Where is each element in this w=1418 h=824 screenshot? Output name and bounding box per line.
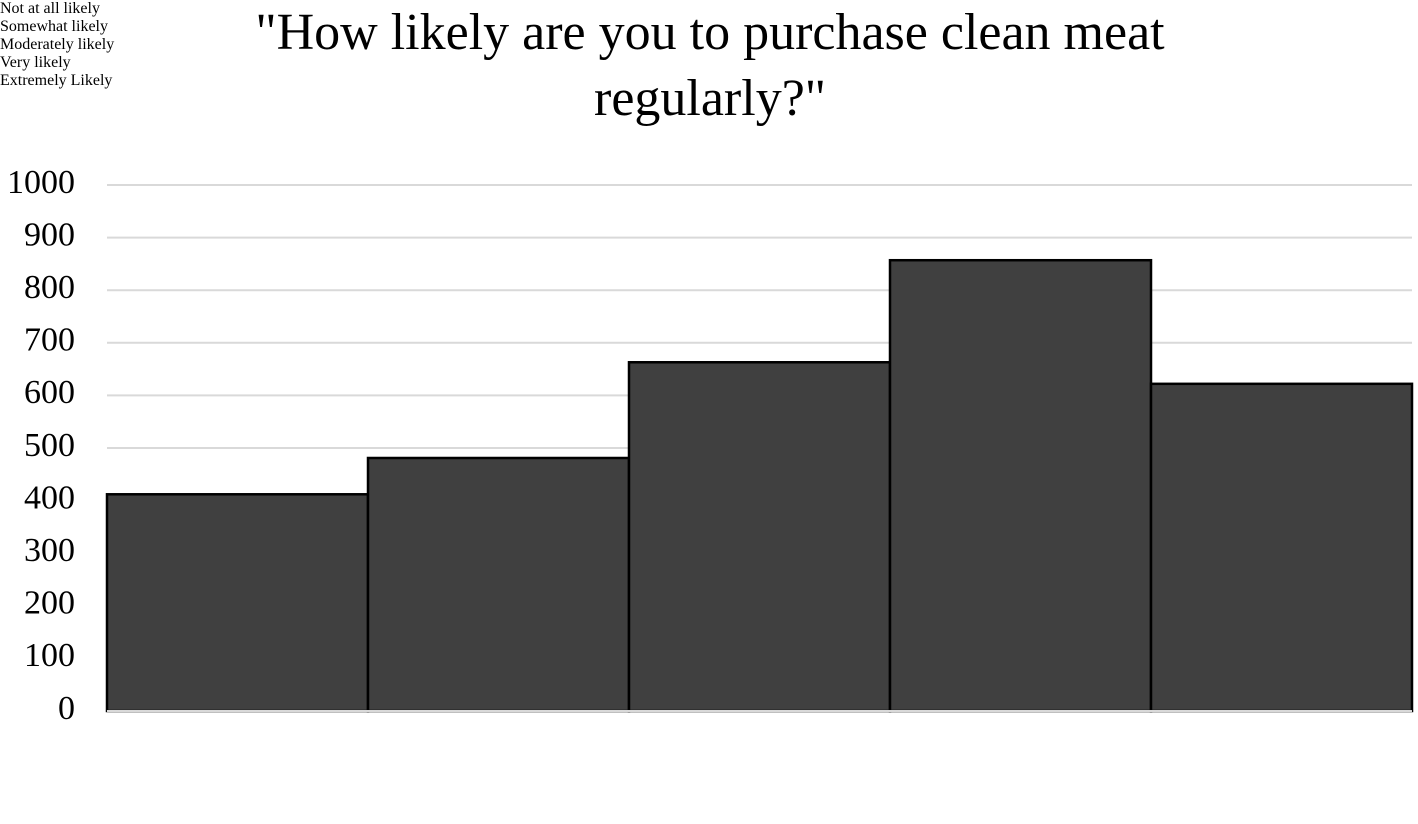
y-tick-label: 900: [24, 216, 75, 253]
y-tick-label: 200: [24, 585, 75, 622]
x-tick-label: Moderately likely: [0, 36, 115, 53]
bar: [105, 493, 370, 713]
x-tick-label: Very likely: [0, 54, 71, 71]
bar: [366, 456, 631, 713]
bar: [1149, 382, 1414, 713]
y-tick-label: 500: [24, 427, 75, 464]
y-tick-label: 600: [24, 374, 75, 411]
y-tick-label: 1000: [7, 164, 75, 201]
y-tick-label: 800: [24, 269, 75, 306]
y-tick-label: 300: [24, 532, 75, 569]
y-tick-label: 400: [24, 479, 75, 516]
y-tick-label: 100: [24, 637, 75, 674]
y-tick-label: 700: [24, 322, 75, 359]
bar: [888, 258, 1153, 713]
y-tick-label: 0: [58, 690, 75, 727]
bar: [627, 361, 892, 713]
x-tick-label: Somewhat likely: [0, 18, 108, 35]
x-tick-label: Extremely Likely: [0, 72, 113, 89]
chart-title: "How likely are you to purchase clean me…: [255, 4, 1165, 127]
x-tick-label: Not at all likely: [0, 0, 100, 17]
